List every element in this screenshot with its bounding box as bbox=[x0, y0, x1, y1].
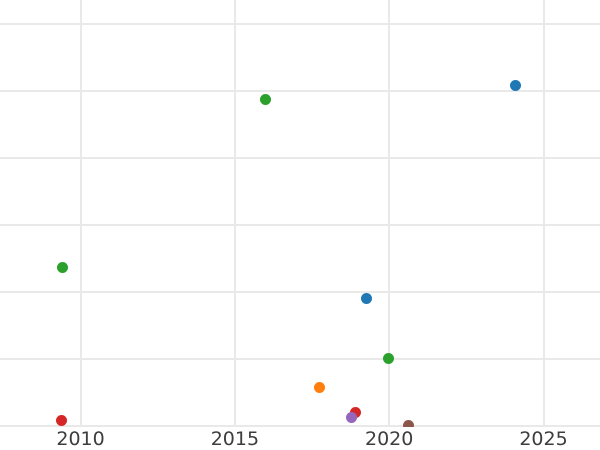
data-point-red bbox=[350, 407, 362, 419]
x-tick-label: 2020 bbox=[365, 428, 414, 450]
data-point-green bbox=[383, 353, 395, 365]
plot-area bbox=[0, 0, 600, 427]
data-point-green bbox=[259, 93, 271, 105]
data-point-blue bbox=[360, 293, 372, 305]
gridline-vertical bbox=[233, 0, 236, 427]
gridline-horizontal bbox=[0, 223, 600, 226]
gridline-horizontal bbox=[0, 22, 600, 25]
gridline-horizontal bbox=[0, 89, 600, 92]
data-point-brown bbox=[403, 420, 415, 427]
data-point-orange bbox=[313, 382, 325, 394]
x-tick-label: 2015 bbox=[210, 428, 260, 450]
gridline-horizontal bbox=[0, 357, 600, 360]
data-point-green bbox=[57, 261, 69, 273]
gridline-vertical bbox=[79, 0, 82, 427]
x-tick-label: 2010 bbox=[56, 428, 105, 450]
gridline-horizontal bbox=[0, 290, 600, 293]
data-point-purple bbox=[346, 411, 358, 423]
x-axis-tick-labels: 2010 2015 2020 2025 bbox=[0, 427, 600, 450]
gridline-vertical bbox=[388, 0, 391, 427]
gridline-horizontal bbox=[0, 424, 600, 427]
gridline-horizontal bbox=[0, 156, 600, 159]
data-point-red bbox=[55, 415, 67, 427]
x-tick-label: 2025 bbox=[519, 428, 568, 450]
data-point-blue bbox=[509, 80, 521, 92]
gridline-vertical bbox=[542, 0, 545, 427]
